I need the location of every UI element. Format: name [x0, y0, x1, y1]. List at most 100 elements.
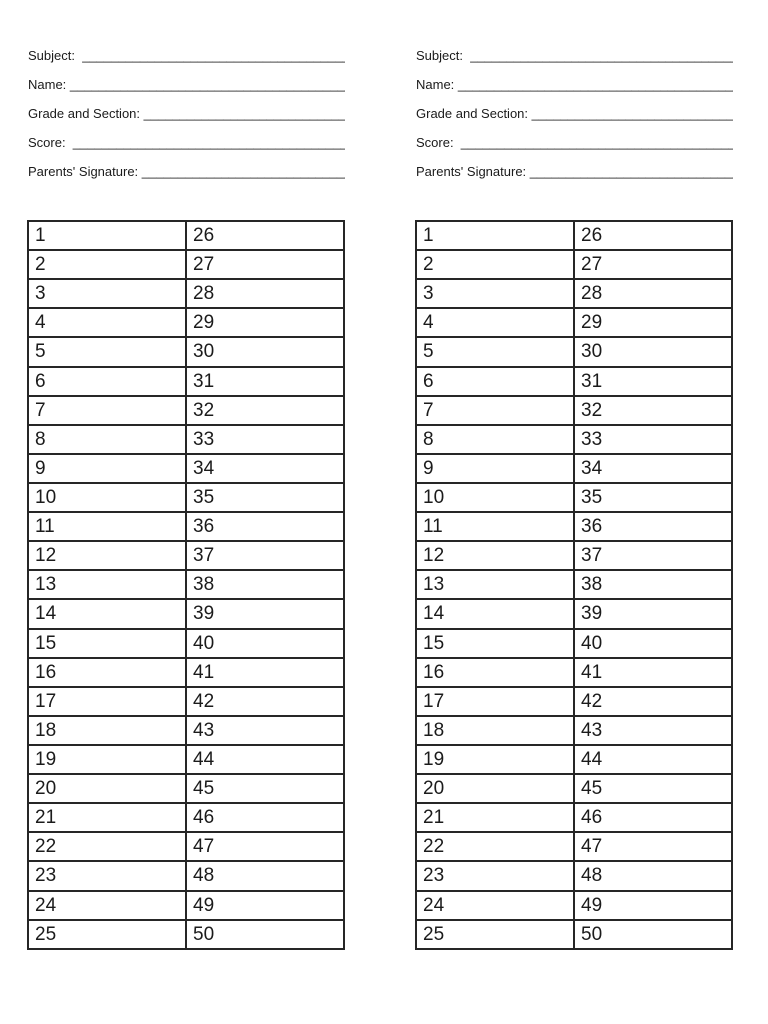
answer-row: 18 43	[27, 714, 345, 746]
answer-cell: 20	[27, 773, 187, 805]
answer-cell: 9	[27, 452, 187, 484]
answer-table: 1 26 2 27 3 28 4 29 5 30 6 31 7 32 8 33 9 34 10 35 11 36 12 37 1…	[415, 219, 733, 951]
answer-cell: 42	[185, 685, 345, 717]
answer-row: 3 28	[27, 278, 345, 310]
answer-cell: 14	[27, 598, 187, 630]
answer-cell: 20	[415, 773, 575, 805]
answer-cell: 44	[573, 743, 733, 776]
form-field: Score: _________________________________…	[28, 128, 345, 157]
answer-cell: 23	[415, 860, 575, 892]
answer-cell: 16	[27, 656, 187, 688]
answer-table: 1 26 2 27 3 28 4 29 5 30 6 31 7 32 8 33 9 34 10 35 11 36 12 37 1…	[27, 219, 345, 951]
answer-row: 7 32	[415, 394, 733, 426]
answer-row: 17 42	[27, 685, 345, 717]
answer-table-body: 1 26 2 27 3 28 4 29 5 30 6 31 7 32 8 33 9 34 10 35 11 36 12 37 1…	[27, 219, 345, 951]
answer-row: 20 45	[415, 773, 733, 805]
answer-cell: 33	[185, 423, 345, 455]
field-label: Grade and Section:	[416, 106, 529, 121]
header-fields: Subject: _______________________________…	[415, 41, 733, 186]
answer-cell: 43	[185, 714, 345, 746]
answer-row: 9 34	[415, 452, 733, 484]
form-field: Parents' Signature: ____________________…	[416, 157, 733, 186]
answer-cell: 49	[185, 889, 345, 921]
answer-sheet-left: Subject: _______________________________…	[27, 0, 345, 1024]
answer-cell: 50	[185, 918, 345, 951]
form-field: Subject: _______________________________…	[28, 41, 345, 70]
answer-cell: 24	[27, 889, 187, 921]
answer-row: 20 45	[27, 773, 345, 805]
answer-sheet-right: Subject: _______________________________…	[415, 0, 733, 1024]
answer-row: 21 46	[27, 802, 345, 834]
answer-row: 14 39	[27, 598, 345, 630]
answer-cell: 14	[415, 598, 575, 630]
answer-row: 13 38	[415, 569, 733, 601]
answer-cell: 37	[185, 540, 345, 572]
answer-cell: 1	[415, 219, 575, 252]
answer-row: 22 47	[415, 831, 733, 863]
answer-row: 6 31	[415, 365, 733, 397]
answer-row: 24 49	[27, 889, 345, 921]
answer-row: 19 44	[27, 743, 345, 776]
field-label: Name:	[28, 77, 67, 92]
form-field: Grade and Section: _____________________…	[28, 99, 345, 128]
answer-cell: 28	[185, 278, 345, 310]
answer-cell: 41	[185, 656, 345, 688]
answer-cell: 31	[185, 365, 345, 397]
answer-row: 4 29	[415, 307, 733, 339]
answer-cell: 39	[573, 598, 733, 630]
answer-cell: 47	[573, 831, 733, 863]
answer-cell: 29	[185, 307, 345, 339]
answer-cell: 36	[573, 511, 733, 543]
answer-cell: 27	[573, 249, 733, 281]
field-label: Parents' Signature:	[28, 164, 139, 179]
blank-line: __________________________________	[531, 106, 733, 121]
form-field: Parents' Signature: ____________________…	[28, 157, 345, 186]
answer-cell: 47	[185, 831, 345, 863]
answer-cell: 8	[415, 423, 575, 455]
answer-row: 16 41	[27, 656, 345, 688]
answer-cell: 30	[185, 336, 345, 368]
answer-row: 11 36	[415, 511, 733, 543]
answer-cell: 42	[573, 685, 733, 717]
answer-row: 9 34	[27, 452, 345, 484]
answer-cell: 6	[27, 365, 187, 397]
answer-cell: 5	[415, 336, 575, 368]
answer-cell: 30	[573, 336, 733, 368]
field-label: Score:	[416, 135, 454, 150]
answer-row: 8 33	[27, 423, 345, 455]
answer-row: 11 36	[27, 511, 345, 543]
answer-cell: 7	[27, 394, 187, 426]
answer-cell: 3	[27, 278, 187, 310]
answer-cell: 48	[573, 860, 733, 892]
answer-cell: 24	[415, 889, 575, 921]
answer-cell: 13	[415, 569, 575, 601]
answer-row: 6 31	[27, 365, 345, 397]
answer-row: 25 50	[27, 918, 345, 951]
answer-cell: 10	[27, 481, 187, 514]
answer-row: 25 50	[415, 918, 733, 951]
answer-cell: 36	[185, 511, 345, 543]
answer-row: 15 40	[415, 627, 733, 659]
field-label: Grade and Section:	[28, 106, 141, 121]
blank-line: _________________________________	[529, 164, 733, 179]
answer-cell: 21	[415, 802, 575, 834]
answer-cell: 26	[573, 219, 733, 252]
answer-cell: 19	[27, 743, 187, 776]
blank-line: _________________________________	[141, 164, 345, 179]
answer-cell: 39	[185, 598, 345, 630]
answer-cell: 28	[573, 278, 733, 310]
answer-cell: 22	[27, 831, 187, 863]
field-label: Subject:	[28, 48, 75, 63]
answer-cell: 43	[573, 714, 733, 746]
answer-cell: 10	[415, 481, 575, 514]
answer-cell: 2	[415, 249, 575, 281]
field-label: Subject:	[416, 48, 463, 63]
answer-cell: 15	[27, 627, 187, 659]
answer-cell: 15	[415, 627, 575, 659]
answer-cell: 40	[185, 627, 345, 659]
answer-row: 13 38	[27, 569, 345, 601]
answer-cell: 13	[27, 569, 187, 601]
answer-cell: 25	[27, 918, 187, 951]
form-field: Name: __________________________________…	[28, 70, 345, 99]
